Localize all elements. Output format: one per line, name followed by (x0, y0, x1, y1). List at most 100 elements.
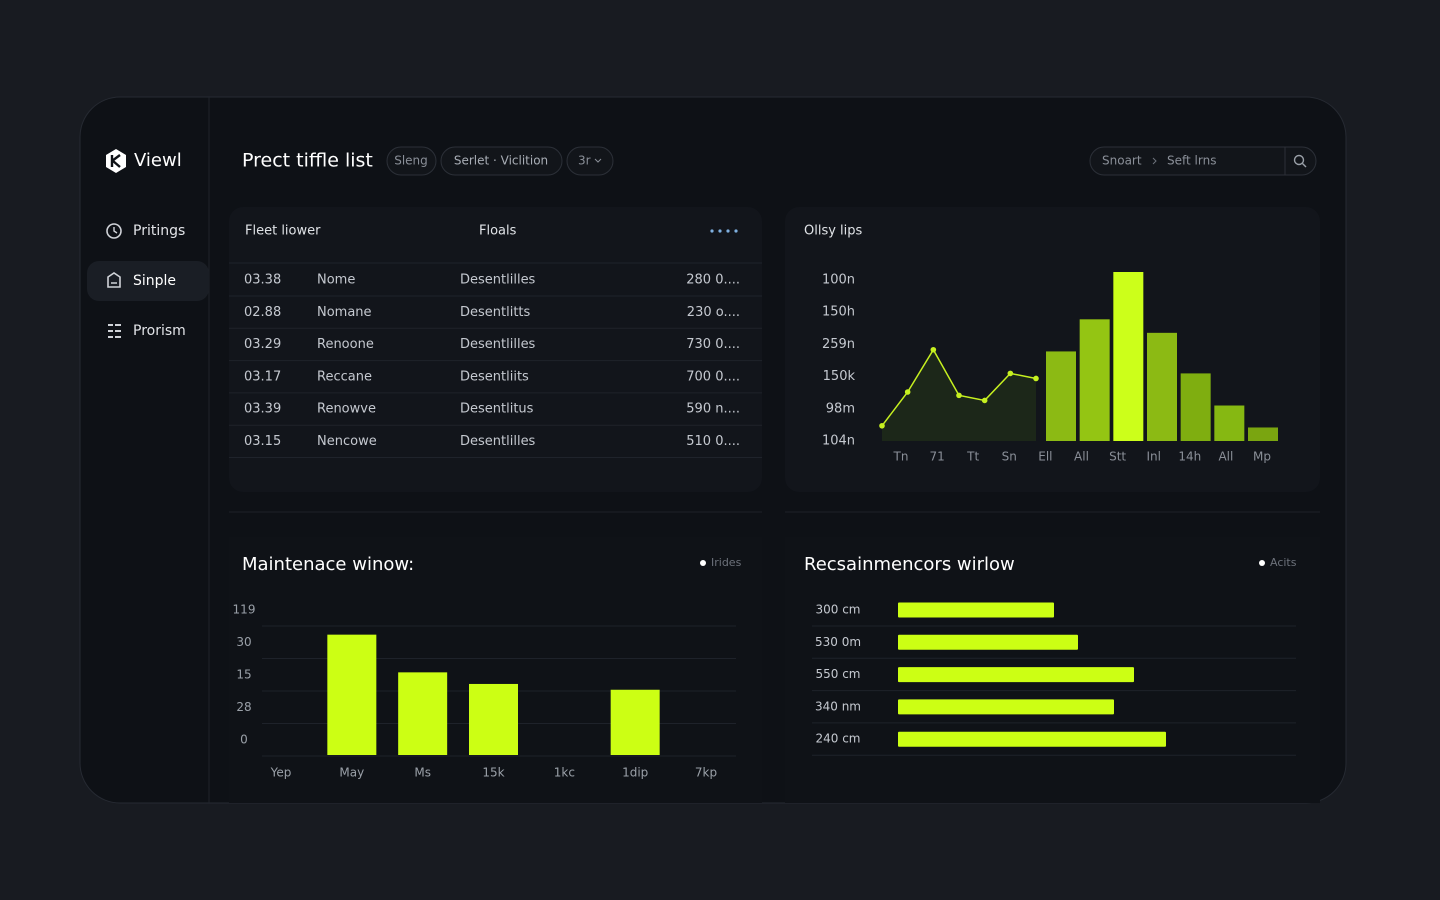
x-tick-label: 15k (482, 766, 504, 780)
table-cell: 590 n.... (686, 402, 740, 417)
x-tick-label: Sn (1002, 450, 1017, 464)
x-tick-label: Stt (1109, 450, 1126, 464)
bar (469, 683, 518, 755)
nav-item[interactable]: Prorism (133, 323, 186, 339)
table-cell: Nomane (317, 305, 372, 320)
x-tick-label: 71 (929, 450, 944, 464)
x-tick-label: Tt (966, 450, 979, 464)
nav-item[interactable]: Pritings (133, 223, 185, 239)
bar (1046, 351, 1076, 441)
nav-icon (113, 227, 118, 234)
y-tick-label: 150k (823, 369, 856, 384)
table-cell: Nencowe (317, 434, 377, 449)
x-tick-label: 14h (1178, 450, 1201, 464)
x-tick-label: 1dip (622, 766, 648, 780)
line-point (1033, 375, 1039, 382)
y-tick-label: 100n (822, 273, 855, 288)
x-tick-label: All (1074, 450, 1089, 464)
search-query[interactable]: Seft lrns (1167, 154, 1216, 168)
y-tick-label: 28 (236, 700, 251, 714)
page-title: Prect tiffle list (242, 150, 373, 172)
column-header: Fleet liower (245, 224, 321, 239)
nav-icon (108, 324, 121, 338)
y-tick-label: 240 cm (815, 732, 860, 746)
nav-active-bg (87, 261, 209, 301)
bar (898, 667, 1134, 683)
y-tick-label: 530 0m (815, 635, 861, 649)
y-tick-label: 119 (233, 603, 256, 617)
x-tick-label: Mp (1253, 450, 1271, 464)
table-cell: 03.38 (244, 273, 281, 288)
legend-dot (700, 560, 706, 566)
breadcrumb-sep (1152, 157, 1157, 165)
column-header: Floals (479, 224, 517, 239)
chip-label[interactable]: Sleng (394, 154, 428, 168)
more-menu[interactable] (710, 229, 738, 233)
y-tick-label: 259n (822, 337, 855, 352)
chart-panel (229, 537, 762, 803)
bar (1147, 332, 1177, 441)
x-tick-label: 7kp (695, 766, 717, 780)
brand-logo-mark (110, 154, 121, 168)
legend-label: Irides (711, 556, 742, 569)
table-cell: 230 o.... (687, 305, 740, 320)
table-cell: 03.29 (244, 337, 281, 352)
y-tick-label: 0 (240, 733, 248, 747)
brand-name: Viewl (134, 150, 182, 171)
x-tick-label: All (1218, 450, 1233, 464)
table-cell: 700 0.... (686, 369, 740, 384)
search-box[interactable] (1089, 146, 1317, 176)
bar (327, 634, 377, 755)
x-tick-label: Ell (1038, 450, 1052, 464)
y-tick-label: 300 cm (815, 603, 860, 617)
table-cell: Desentlitus (460, 402, 534, 417)
y-tick-label: 15 (236, 668, 251, 682)
nav-icon (106, 223, 122, 239)
x-tick-label: May (339, 766, 364, 780)
table-cell: 03.39 (244, 402, 281, 417)
table-cell: 03.17 (244, 369, 281, 384)
table-cell: 02.88 (244, 305, 281, 320)
nav-item[interactable]: Sinple (133, 273, 176, 289)
bar (1248, 427, 1278, 441)
chevron (594, 158, 602, 163)
table-cell: 280 0.... (686, 273, 740, 288)
bar (898, 602, 1054, 618)
bar (1079, 319, 1110, 441)
table-cell: Desentlilles (460, 434, 536, 449)
y-tick-label: 98m (826, 401, 855, 416)
bar (398, 672, 448, 755)
bar (1180, 373, 1211, 441)
line-point (956, 392, 962, 399)
x-tick-label: Ms (414, 766, 431, 780)
table-cell: Reccane (317, 369, 372, 384)
bar (610, 689, 660, 755)
search-icon[interactable] (1293, 154, 1305, 166)
table-cell: Renowve (317, 402, 376, 417)
y-tick-label: 550 cm (815, 667, 860, 681)
table-cell: Renoone (317, 337, 374, 352)
bar (1113, 272, 1144, 441)
x-tick-label: Yep (270, 766, 292, 780)
y-tick-label: 340 nm (815, 699, 861, 713)
table-cell: Nome (317, 273, 355, 288)
chip-label[interactable]: 3r (578, 154, 591, 168)
line-point (904, 389, 911, 395)
search-scope[interactable]: Snoart (1102, 154, 1142, 168)
chip[interactable] (440, 146, 563, 176)
chip-label[interactable]: Serlet · Viclition (454, 154, 548, 168)
y-tick-label: 104n (822, 434, 855, 449)
chart-title: Ollsy lips (804, 224, 863, 239)
x-tick-label: 1kc (554, 766, 575, 780)
bar (1214, 405, 1245, 441)
table-body: 03.38 Nome Desentlilles 280 0.... 02.88 Noman… (229, 262, 762, 458)
chip[interactable] (386, 146, 437, 176)
legend-dot (1259, 560, 1265, 566)
chip[interactable] (566, 146, 614, 176)
nav-icon (107, 272, 121, 288)
bar (898, 699, 1114, 715)
table-panel (229, 207, 762, 492)
table-cell: Desentliits (460, 369, 529, 384)
